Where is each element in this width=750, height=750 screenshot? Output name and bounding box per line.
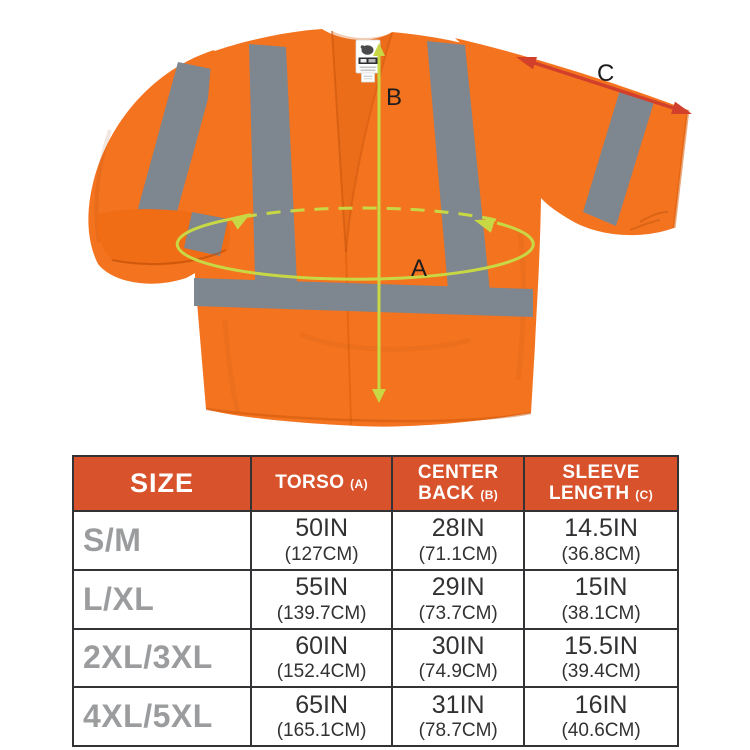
center-back-cell: 29IN (73.7CM): [391, 568, 524, 628]
size-cell: S/M: [74, 510, 251, 569]
size-cell: 4XL/5XL: [74, 686, 251, 745]
size-cell: 2XL/3XL: [74, 627, 251, 687]
header-sleeve-length: SLEEVE LENGTH (C): [523, 457, 677, 510]
sleeve-length-cell: 14.5IN (36.8CM): [523, 510, 677, 569]
right-front-stripe: [427, 41, 490, 292]
measure-ellipse-a: [175, 206, 535, 281]
sleeve-length-cell: 15.5IN (39.4CM): [523, 627, 677, 687]
label-sleeve-c: C: [597, 60, 614, 87]
v-neck: [332, 31, 392, 252]
label-center-back-b: B: [386, 84, 402, 111]
ellipse-a-solid-front: [175, 215, 535, 281]
torso-cell: 55IN (139.7CM): [250, 568, 392, 628]
brand-logo-icon: [361, 45, 374, 55]
waistband-stripe: [194, 278, 533, 317]
sleeve-length-cell: 16IN (40.6CM): [523, 686, 677, 745]
center-back-cell: 28IN (71.1CM): [391, 510, 524, 569]
torso-cell: 50IN (127CM): [250, 510, 392, 569]
label-torso-a: A: [411, 255, 427, 282]
ellipse-a-dashed-back: [242, 206, 501, 223]
header-torso: TORSO (A): [250, 457, 392, 510]
left-front-stripe: [249, 44, 297, 284]
front-seam: [345, 251, 352, 426]
left-cuff-reflective-stripe: [184, 212, 228, 256]
size-cell: L/XL: [74, 568, 251, 628]
arrow-c-head-left: [516, 57, 537, 70]
arrow-c-head-right: [671, 101, 692, 114]
measure-arrow-c: [516, 57, 692, 114]
vest-diagram: A B C: [88, 29, 692, 427]
right-sleeve-reflective-stripe: [583, 90, 654, 226]
arrow-b-head-down: [372, 389, 386, 403]
ellipse-a-arrowhead-left: [230, 213, 251, 230]
header-size: SIZE: [74, 457, 251, 510]
left-sleeve-reflective-stripe: [136, 62, 216, 230]
size-table: SIZE TORSO (A) CENTER BACK (B) SLEEVE LE…: [72, 455, 679, 747]
header-center-back: CENTER BACK (B): [391, 457, 524, 510]
center-back-cell: 30IN (74.9CM): [391, 627, 524, 687]
torso-cell: 65IN (165.1CM): [250, 686, 392, 745]
sleeve-length-cell: 15IN (38.1CM): [523, 568, 677, 628]
torso-cell: 60IN (152.4CM): [250, 627, 392, 687]
measure-arrow-b: [372, 43, 386, 403]
left-sleeve-cuff: [96, 209, 231, 266]
ellipse-a-arrowhead-right: [474, 219, 496, 233]
right-sleeve: [455, 38, 690, 236]
reflective-stripes: [194, 41, 533, 317]
center-back-cell: 31IN (78.7CM): [391, 686, 524, 745]
arrow-b-head-up: [373, 43, 385, 56]
